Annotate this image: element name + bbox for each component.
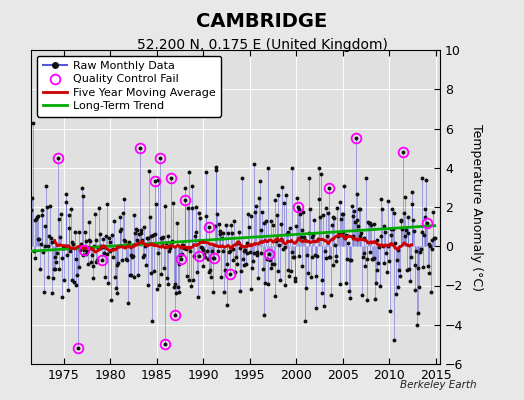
Y-axis label: Temperature Anomaly (°C): Temperature Anomaly (°C) bbox=[470, 124, 483, 290]
Text: 52.200 N, 0.175 E (United Kingdom): 52.200 N, 0.175 E (United Kingdom) bbox=[137, 38, 387, 52]
Text: Berkeley Earth: Berkeley Earth bbox=[400, 380, 477, 390]
Text: CAMBRIDGE: CAMBRIDGE bbox=[196, 12, 328, 31]
Legend: Raw Monthly Data, Quality Control Fail, Five Year Moving Average, Long-Term Tren: Raw Monthly Data, Quality Control Fail, … bbox=[37, 56, 221, 117]
